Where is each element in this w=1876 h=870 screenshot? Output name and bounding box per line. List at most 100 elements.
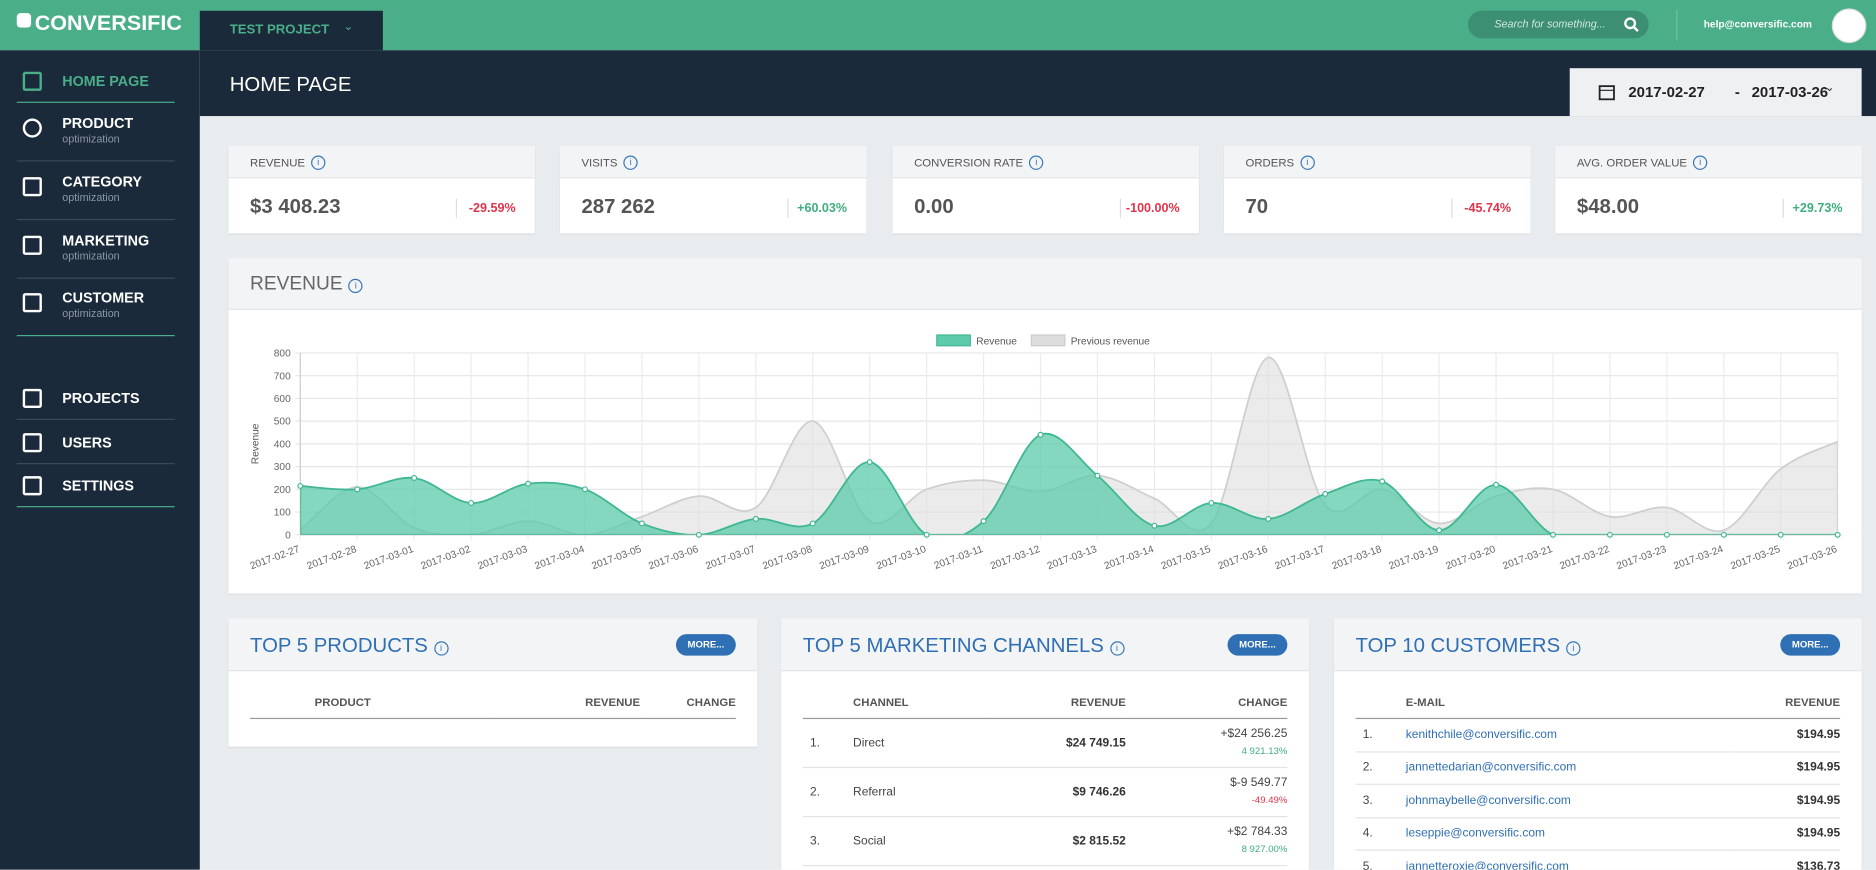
column-header: PRODUCT <box>250 693 495 720</box>
kpi-divider <box>455 198 458 218</box>
info-icon[interactable]: i <box>623 155 638 170</box>
x-tick-label: 2017-03-21 <box>1501 544 1554 572</box>
x-tick-label: 2017-03-12 <box>989 544 1042 572</box>
rank: 1. <box>802 718 854 769</box>
card-header: TOP 5 MARKETING CHANNELS i MORE... <box>781 618 1309 672</box>
info-icon[interactable]: i <box>1109 641 1125 656</box>
more-button[interactable]: MORE... <box>1780 634 1841 656</box>
column-header: CHANNEL <box>853 693 985 720</box>
kpi-label: CONVERSION RATE i <box>914 155 1044 170</box>
card-header: REVENUE i <box>228 258 1862 310</box>
x-tick-label: 2017-03-07 <box>704 544 757 572</box>
page-title: HOME PAGE <box>229 72 352 96</box>
kpi-header: VISITS i <box>559 145 867 179</box>
card-title: REVENUE i <box>250 274 363 296</box>
kpi-divider <box>1782 198 1784 218</box>
products-card: TOP 5 PRODUCTS i MORE... PRODUCT REVENUE CHAN… <box>228 618 758 747</box>
point <box>411 474 418 481</box>
info-icon[interactable]: i <box>1566 641 1581 656</box>
info-icon[interactable]: i <box>310 155 326 170</box>
change: +$24 256.25 4 921.13% <box>1125 718 1288 769</box>
point <box>1379 478 1386 485</box>
table-row: 5. jannetteroxie@conversific.com $136.73 <box>1355 850 1841 870</box>
header-row: CHANNEL REVENUE CHANGE <box>802 693 1288 720</box>
x-tick-label: 2017-03-10 <box>875 544 928 572</box>
date-picker[interactable]: 2017-02-27 - 2017-03-26 ⌄ <box>1569 68 1862 117</box>
point <box>638 520 645 527</box>
nav-icon <box>22 388 42 408</box>
info-icon[interactable]: i <box>433 641 449 656</box>
change: $-9 549.77 -49.49% <box>1125 767 1288 818</box>
x-tick-label: 2017-03-09 <box>818 544 871 572</box>
search-box[interactable]: Search for something... <box>1468 10 1649 39</box>
kpi-card: CONVERSION RATE i 0.00 -100.00% <box>892 145 1199 234</box>
avatar[interactable] <box>1831 8 1867 44</box>
x-tick-label: 2017-03-05 <box>590 544 643 572</box>
y-tick-label: 400 <box>274 439 291 450</box>
x-tick-label: 2017-03-13 <box>1046 544 1099 572</box>
point <box>1606 531 1613 538</box>
more-button[interactable]: MORE... <box>675 634 736 656</box>
divider <box>1676 9 1678 41</box>
kpi-value: 0.00 <box>914 195 954 218</box>
kpi-label: VISITS i <box>581 155 638 170</box>
kpi-header: REVENUE i <box>228 145 535 179</box>
user-email[interactable]: help@conversific.com <box>1703 17 1812 30</box>
channels-card: TOP 5 MARKETING CHANNELS i MORE... CHANNEL R… <box>781 618 1309 870</box>
nav-item[interactable]: HOME PAGE <box>16 68 175 103</box>
info-icon[interactable]: i <box>1692 155 1708 170</box>
nav-icon <box>22 476 42 496</box>
y-tick-label: 0 <box>285 530 291 541</box>
y-tick-label: 100 <box>274 508 291 519</box>
legend-label: Revenue <box>976 337 1017 348</box>
nav-label: USERS <box>62 434 112 452</box>
nav-item[interactable]: CATEGORY optimization <box>16 169 175 221</box>
column-header: REVENUE <box>984 693 1126 720</box>
nav-label: MARKETING <box>62 232 150 249</box>
revenue: $9 746.26 <box>984 767 1126 818</box>
nav-item[interactable]: PROJECTS <box>16 385 175 420</box>
chart-title: REVENUE <box>250 273 343 295</box>
kpi-header: ORDERS i <box>1223 145 1531 179</box>
info-icon[interactable]: i <box>1300 155 1315 170</box>
project-select[interactable]: TEST PROJECT ⌄ <box>199 10 383 51</box>
kpi-label: REVENUE i <box>250 155 326 170</box>
x-tick-label: 2017-03-17 <box>1274 544 1327 572</box>
nav-label: PROJECTS <box>62 390 140 407</box>
search-icon <box>1624 17 1639 32</box>
nav-item[interactable]: PRODUCT optimization <box>16 110 175 162</box>
info-icon[interactable]: i <box>1029 155 1044 170</box>
x-tick-label: 2017-03-06 <box>647 544 700 572</box>
kpi-change: +60.03% <box>797 201 848 216</box>
kpi-value: $3 408.23 <box>250 195 341 218</box>
table-row: 3. Social $2 815.52 +$2 784.33 8 927.00% <box>802 816 1288 867</box>
y-tick-label: 300 <box>274 462 291 473</box>
revenue-card: REVENUE i <box>228 258 1862 594</box>
kpi-card: ORDERS i 70 -45.74% <box>1223 145 1531 234</box>
table-row: 1. Direct $24 749.15 +$24 256.25 4 921.13% <box>802 718 1288 769</box>
revenue: $2 815.52 <box>984 816 1126 867</box>
column-header <box>1355 693 1406 720</box>
rank: 4. <box>1355 817 1406 851</box>
more-button[interactable]: MORE... <box>1227 634 1288 656</box>
kpi-card: REVENUE i $3 408.23 -29.59% <box>228 145 535 234</box>
nav-label: HOME PAGE <box>62 72 149 90</box>
logo: CONVERSIFIC <box>34 10 182 35</box>
x-tick-label: 2017-03-03 <box>477 544 530 572</box>
nav-item[interactable]: CUSTOMER optimization <box>16 285 175 337</box>
nav-item[interactable]: USERS <box>16 430 175 465</box>
nav-item[interactable]: SETTINGS <box>16 473 175 508</box>
x-tick-label: 2017-03-26 <box>1786 544 1839 572</box>
nav-label: CUSTOMER <box>62 289 145 307</box>
nav-icon <box>22 177 42 197</box>
rank: 2. <box>1355 751 1406 785</box>
table: CHANNEL REVENUE CHANGE 1. Direct $24 749.15 +$… <box>802 693 1288 867</box>
kpi-value: $48.00 <box>1576 195 1640 218</box>
legend-swatch <box>1030 334 1066 347</box>
y-tick-label: 600 <box>274 394 291 405</box>
area <box>300 432 1838 535</box>
sidebar <box>0 50 200 870</box>
nav-item[interactable]: MARKETING optimization <box>16 227 175 279</box>
x-tick-label: 2017-03-25 <box>1729 544 1782 572</box>
point <box>1322 490 1329 497</box>
